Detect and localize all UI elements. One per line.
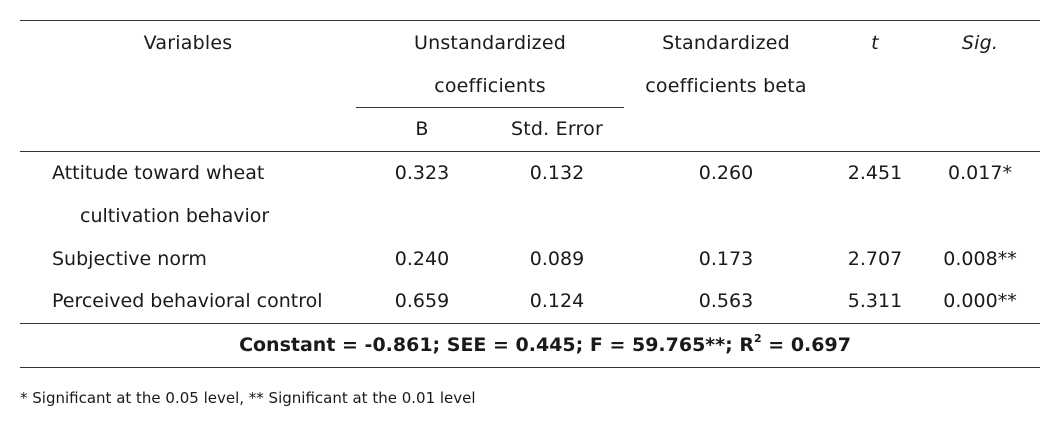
row-2-t: 2.707: [847, 248, 903, 270]
header-t: t: [871, 32, 879, 54]
row-1-beta: 0.260: [698, 162, 754, 184]
header-b: B: [415, 118, 429, 140]
row-1-b: 0.323: [394, 162, 450, 184]
header-unstandardized-line1: Unstandardized: [413, 32, 567, 54]
row-2-se: 0.089: [529, 248, 585, 270]
body-bottom-rule: [20, 323, 1040, 324]
row-1-sig: 0.017*: [948, 162, 1012, 184]
row-3-sig: 0.000**: [943, 290, 1017, 312]
header-std-error: Std. Error: [511, 118, 603, 140]
model-summary-r2-value: = 0.697: [761, 334, 851, 356]
row-1-variable-line1: Attitude toward wheat: [52, 162, 265, 184]
header-variables: Variables: [143, 32, 233, 54]
row-3-b: 0.659: [394, 290, 450, 312]
header-sig: Sig.: [961, 32, 999, 54]
header-unstandardized-line2: coefficients: [434, 75, 546, 97]
row-2-variable: Subjective norm: [52, 248, 207, 270]
significance-footnote: * Significant at the 0.05 level, ** Sign…: [20, 389, 476, 407]
top-rule: [20, 20, 1040, 21]
row-1-variable-line2: cultivation behavior: [80, 205, 270, 227]
model-summary-text: Constant = -0.861; SEE = 0.445; F = 59.7…: [239, 334, 755, 356]
header-standardized-line1: Standardized: [662, 32, 790, 54]
header-bottom-rule: [20, 151, 1040, 152]
model-summary: Constant = -0.861; SEE = 0.445; F = 59.7…: [239, 333, 851, 357]
row-1-se: 0.132: [529, 162, 585, 184]
row-3-se: 0.124: [529, 290, 585, 312]
row-2-sig: 0.008**: [943, 248, 1017, 270]
row-3-beta: 0.563: [698, 290, 754, 312]
header-standardized-line2: coefficients beta: [645, 75, 807, 97]
r-squared-superscript: 2: [754, 332, 762, 345]
row-1-t: 2.451: [847, 162, 903, 184]
row-3-t: 5.311: [847, 290, 903, 312]
row-2-beta: 0.173: [698, 248, 754, 270]
unstandardized-underline: [356, 107, 624, 108]
row-3-variable: Perceived behavioral control: [52, 290, 323, 312]
summary-bottom-rule: [20, 367, 1040, 368]
row-2-b: 0.240: [394, 248, 450, 270]
